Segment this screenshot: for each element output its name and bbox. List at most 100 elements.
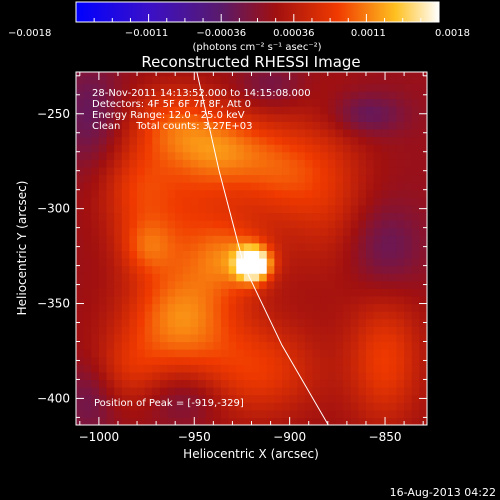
heatmap-cell — [289, 151, 298, 160]
heatmap-cell — [159, 379, 169, 388]
heatmap-cell — [419, 349, 427, 358]
heatmap-cell — [167, 273, 176, 282]
heatmap-cell — [335, 204, 344, 214]
heatmap-cell — [327, 159, 337, 168]
heatmap-cell — [98, 333, 108, 343]
heatmap-cell — [137, 166, 146, 176]
heatmap-cell — [205, 189, 214, 198]
heatmap-cell — [243, 75, 253, 84]
heatmap-cell — [114, 235, 123, 244]
heatmap-cell — [365, 280, 375, 289]
heatmap-cell — [236, 159, 245, 168]
heatmap-cell — [304, 280, 314, 289]
heatmap-cell — [274, 136, 283, 145]
heatmap-cell — [327, 121, 337, 130]
heatmap-cell — [236, 128, 245, 138]
heatmap-cell — [411, 280, 420, 289]
heatmap-cell — [404, 227, 413, 236]
heatmap-cell — [381, 189, 390, 198]
heatmap-cell — [236, 250, 245, 259]
heatmap-cell — [175, 189, 184, 198]
heatmap-cell — [404, 326, 413, 335]
heatmap-cell — [114, 349, 123, 358]
heatmap-cell — [396, 204, 405, 214]
heatmap-cell — [396, 121, 405, 130]
heatmap-cell — [373, 174, 382, 183]
heatmap-cell — [251, 227, 260, 236]
heatmap-cell — [182, 136, 192, 145]
heatmap-cell — [373, 227, 382, 236]
heatmap-cell — [91, 417, 100, 425]
heatmap-cell — [243, 303, 253, 312]
heatmap-cell — [388, 265, 398, 274]
heatmap-cell — [396, 303, 405, 312]
heatmap-cell — [175, 295, 184, 305]
heatmap-cell — [159, 326, 169, 335]
heatmap-cell — [198, 288, 207, 297]
heatmap-cell — [289, 197, 298, 206]
heatmap-cell — [251, 409, 260, 419]
heatmap-cell — [182, 197, 192, 206]
heatmap-cell — [129, 417, 138, 425]
heatmap-cell — [266, 121, 275, 130]
heatmap-cell — [404, 394, 413, 403]
heatmap-cell — [137, 311, 146, 320]
heatmap-cell — [259, 220, 268, 229]
heatmap-cell — [327, 212, 337, 221]
heatmap-cell — [83, 235, 92, 244]
heatmap-cell — [76, 113, 85, 122]
heatmap-cell — [274, 106, 283, 115]
heatmap-cell — [388, 72, 398, 77]
heatmap-cell — [129, 189, 138, 198]
heatmap-cell — [396, 159, 405, 168]
heatmap-cell — [320, 121, 329, 130]
heatmap-cell — [205, 250, 214, 259]
heatmap-cell — [243, 311, 253, 320]
heatmap-cell — [236, 242, 245, 251]
heatmap-cell — [388, 409, 398, 419]
heatmap-cell — [289, 72, 298, 77]
heatmap-cell — [297, 144, 306, 153]
heatmap-cell — [236, 235, 245, 244]
heatmap-cell — [91, 364, 100, 373]
heatmap-cell — [411, 166, 420, 176]
y-tick-label: −300 — [37, 202, 70, 216]
heatmap-cell — [335, 409, 344, 419]
heatmap-cell — [137, 288, 146, 297]
colorbar-tick-label: −0.0011 — [125, 28, 168, 39]
heatmap-cell — [388, 106, 398, 115]
heatmap-cell — [83, 227, 92, 236]
heatmap-cell — [114, 90, 123, 100]
heatmap-cell — [343, 166, 352, 176]
heatmap-cell — [350, 326, 359, 335]
heatmap-cell — [236, 288, 245, 297]
heatmap-cell — [236, 333, 245, 343]
heatmap-cell — [190, 90, 199, 100]
heatmap-cell — [312, 75, 321, 84]
heatmap-cell — [335, 220, 344, 229]
heatmap-cell — [236, 106, 245, 115]
heatmap-cell — [228, 189, 237, 198]
heatmap-cell — [404, 212, 413, 221]
heatmap-cell — [381, 356, 390, 365]
heatmap-cell — [159, 273, 169, 282]
heatmap-cell — [83, 189, 92, 198]
heatmap-cell — [350, 72, 359, 77]
heatmap-cell — [198, 98, 207, 107]
heatmap-cell — [381, 371, 390, 381]
heatmap-cell — [182, 371, 192, 381]
heatmap-cell — [282, 356, 291, 365]
heatmap-cell — [137, 106, 146, 115]
heatmap-cell — [129, 318, 138, 327]
heatmap-cell — [365, 227, 375, 236]
heatmap-cell — [144, 288, 153, 297]
heatmap-cell — [167, 417, 176, 425]
heatmap-cell — [236, 144, 245, 153]
heatmap-cell — [282, 303, 291, 312]
heatmap-cell — [274, 159, 283, 168]
heatmap-cell — [144, 250, 153, 259]
heatmap-cell — [373, 106, 382, 115]
heatmap-cell — [144, 257, 153, 267]
heatmap-cell — [312, 265, 321, 274]
heatmap-cell — [320, 72, 329, 77]
